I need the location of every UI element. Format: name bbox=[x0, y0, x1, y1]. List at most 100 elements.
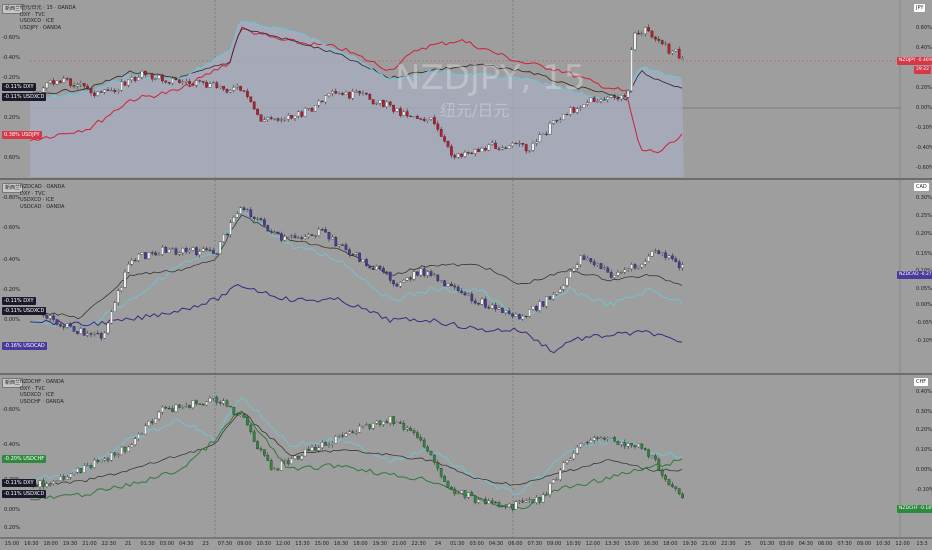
nzdcad-candle bbox=[463, 292, 467, 296]
usdcad-tag[interactable]: -0.16% USDCAD bbox=[2, 342, 47, 350]
nzdjpy-candle bbox=[266, 117, 270, 120]
nzdjpy-candle bbox=[65, 78, 69, 80]
nzdchf-candle bbox=[150, 421, 154, 424]
nzdjpy-candle bbox=[409, 115, 412, 117]
price-tag[interactable]: NZDCAD -0.27% bbox=[897, 271, 932, 279]
nzdjpy-candle bbox=[382, 100, 385, 107]
nzdchf-candle bbox=[650, 455, 654, 457]
nzdjpy-candle bbox=[371, 99, 375, 105]
x-axis-label: 22:30 bbox=[101, 541, 117, 547]
nzdchf-candle bbox=[215, 396, 219, 403]
nzdjpy-candle bbox=[225, 89, 229, 93]
y-axis-label: -0.60% bbox=[2, 35, 20, 41]
nzdjpy-candle bbox=[110, 89, 113, 92]
x-axis-label: 25 bbox=[744, 541, 751, 547]
nzdjpy-candle bbox=[518, 143, 521, 145]
pane-settings-button[interactable]: 新西兰 bbox=[2, 378, 24, 388]
nzdjpy-candle bbox=[120, 81, 123, 91]
nzdjpy-candle bbox=[89, 88, 93, 94]
nzdcad-candle bbox=[150, 252, 154, 254]
nzdjpy-candle bbox=[205, 82, 208, 88]
nzdjpy-candle bbox=[667, 43, 671, 54]
nzdjpy-candle bbox=[637, 32, 640, 35]
nzdjpy-candle bbox=[599, 99, 603, 102]
nzdcad-candle bbox=[671, 255, 674, 259]
nzdcad-candle bbox=[412, 271, 416, 280]
nzdjpy-candle bbox=[127, 79, 130, 86]
usdchf-tag[interactable]: -0.20% USDCHF bbox=[2, 455, 47, 463]
nzdchf-candle bbox=[297, 455, 300, 460]
nzdjpy-candle bbox=[541, 133, 545, 136]
nzdchf-candle bbox=[409, 427, 412, 431]
nzdcad-candle bbox=[681, 264, 684, 269]
legend-item: USDCAD · OANDA bbox=[20, 203, 65, 210]
usd-tag[interactable]: -0.11% USDXCD bbox=[2, 307, 47, 315]
price-tag[interactable]: NZDCHF -0.18% bbox=[897, 505, 932, 513]
nzdjpy-candle bbox=[524, 144, 528, 152]
nzdcad-candle bbox=[307, 234, 310, 237]
nzdcad-candle bbox=[252, 216, 256, 219]
dxy-tag[interactable]: -0.11% DXY bbox=[2, 479, 36, 487]
nzdjpy-candle bbox=[589, 97, 593, 103]
nzdchf-candle bbox=[52, 481, 55, 484]
nzdchf-candle bbox=[521, 500, 525, 503]
nzdcad-candle bbox=[606, 267, 610, 273]
nzdchf-candle bbox=[460, 490, 463, 494]
nzdcad-candle bbox=[443, 280, 446, 287]
x-axis-label: 15:00 bbox=[624, 541, 639, 547]
price-scale-label: 0.20% bbox=[916, 231, 932, 237]
nzdjpy-candle bbox=[229, 90, 232, 93]
nzdchf-candle bbox=[351, 431, 355, 433]
price-scale-label: 0.40% bbox=[916, 389, 932, 395]
dxy-tag[interactable]: -0.11% DXY bbox=[2, 83, 36, 91]
dxy-tag[interactable]: -0.11% DXY bbox=[2, 297, 36, 305]
price-tag[interactable]: NZDJPY -0.46% bbox=[897, 57, 932, 65]
nzdcad-candle bbox=[65, 323, 69, 328]
nzdchf-candle bbox=[314, 447, 317, 451]
nzdchf-candle bbox=[419, 437, 423, 441]
nzdjpy-candle bbox=[201, 80, 205, 83]
nzdcad-candle bbox=[344, 244, 348, 250]
nzdchf-candle bbox=[195, 400, 198, 404]
price-scale-label: 0.00% bbox=[916, 467, 932, 473]
y-axis-label: -0.20% bbox=[2, 287, 20, 293]
nzdjpy-candle bbox=[361, 92, 365, 94]
nzdjpy-candle bbox=[252, 101, 256, 110]
nzdjpy-candle bbox=[307, 108, 310, 110]
nzdjpy-candle bbox=[443, 136, 446, 142]
pane-settings-button[interactable]: 新西兰 bbox=[2, 183, 24, 193]
nzdchf-candle bbox=[320, 442, 324, 448]
nzdjpy-candle bbox=[273, 118, 276, 120]
nzdcad-candle bbox=[586, 258, 589, 260]
nzdjpy-candle bbox=[535, 141, 538, 144]
nzdchf-candle bbox=[514, 501, 518, 510]
nzdcad-candle bbox=[501, 307, 504, 313]
nzdchf-candle bbox=[535, 497, 538, 503]
nzdcad-candle bbox=[331, 237, 334, 240]
usdjpy-tag[interactable]: 0.38% USDJPY bbox=[2, 131, 42, 139]
x-axis-label: 16:30 bbox=[643, 541, 659, 547]
x-axis-label: 01:30 bbox=[759, 541, 775, 547]
nzdchf-candle bbox=[609, 437, 613, 439]
price-scale-label: 0.05% bbox=[916, 286, 932, 292]
nzdcad-candle bbox=[232, 217, 236, 223]
nzdchf-candle bbox=[623, 442, 627, 447]
nzdcad-candle bbox=[171, 248, 174, 250]
nzdcad-candle bbox=[358, 252, 361, 262]
nzdjpy-candle bbox=[93, 92, 96, 96]
nzdjpy-candle bbox=[256, 108, 259, 115]
nzdcad-candle bbox=[511, 313, 514, 317]
nzdjpy-candle bbox=[582, 104, 586, 108]
nzdjpy-candle bbox=[86, 85, 89, 89]
nzdcad-candle bbox=[674, 258, 678, 262]
nzdjpy-candle bbox=[310, 108, 314, 112]
pane-settings-button[interactable]: 新西兰 bbox=[2, 4, 24, 14]
usd-tag[interactable]: -0.11% USDXCD bbox=[2, 490, 47, 498]
nzdchf-candle bbox=[416, 432, 419, 438]
nzdchf-candle bbox=[429, 450, 433, 456]
nzdchf-candle bbox=[470, 492, 474, 497]
usd-tag[interactable]: -0.11% USDXCD bbox=[2, 93, 47, 101]
nzdchf-candle bbox=[480, 498, 484, 501]
nzdchf-candle bbox=[657, 459, 661, 471]
